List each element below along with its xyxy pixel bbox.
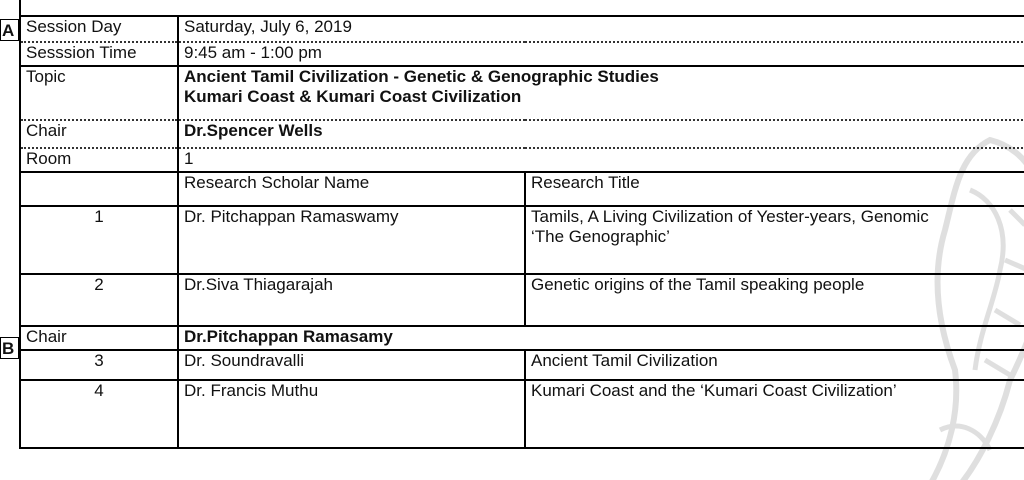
session-day-label: Session Day: [19, 15, 179, 43]
scholar-name: Dr. Soundravalli: [177, 350, 526, 381]
session-time-row: Sesssion Time 9:45 am - 1:00 pm: [19, 42, 1024, 67]
table-row: 2 Dr.Siva Thiagarajah Genetic origins of…: [19, 274, 1024, 327]
room-row: Room 1: [19, 148, 1024, 173]
session-b-chair-label: Chair: [19, 326, 179, 351]
topic-line-1: Ancient Tamil Civilization - Genetic & G…: [184, 67, 659, 86]
chair-label: Chair: [19, 120, 179, 149]
research-title: Ancient Tamil Civilization: [524, 350, 1024, 381]
chair-value: Dr.Spencer Wells: [177, 120, 1024, 149]
presentation-number: 3: [19, 350, 179, 381]
topic-line-2: Kumari Coast & Kumari Coast Civilization: [184, 87, 522, 106]
header-scholar: Research Scholar Name: [177, 172, 526, 207]
session-time-label: Sesssion Time: [19, 42, 179, 67]
session-day-value: Saturday, July 6, 2019: [177, 15, 1024, 43]
table-row: 3 Dr. Soundravalli Ancient Tamil Civiliz…: [19, 350, 1024, 381]
session-b-marker: B: [0, 337, 19, 359]
topic-label: Topic: [19, 66, 179, 121]
column-header-row: Research Scholar Name Research Title: [19, 172, 1024, 207]
session-b-chair-row: Chair Dr.Pitchappan Ramasamy: [19, 326, 1024, 351]
header-title: Research Title: [524, 172, 1024, 207]
research-title-line-1: Tamils, A Living Civilization of Yester-…: [531, 207, 929, 226]
research-title: Kumari Coast and the ‘Kumari Coast Civil…: [524, 380, 1024, 449]
table-row: 1 Dr. Pitchappan Ramaswamy Tamils, A Liv…: [19, 206, 1024, 275]
header-number-cell: [19, 172, 179, 207]
room-label: Room: [19, 148, 179, 173]
session-a-marker: A: [0, 19, 19, 41]
session-day-row: Session Day Saturday, July 6, 2019: [19, 15, 1024, 43]
scholar-name: Dr. Pitchappan Ramaswamy: [177, 206, 526, 275]
session-time-value: 9:45 am - 1:00 pm: [177, 42, 1024, 67]
room-value: 1: [177, 148, 1024, 173]
presentation-number: 2: [19, 274, 179, 327]
scholar-name: Dr. Francis Muthu: [177, 380, 526, 449]
topic-value: Ancient Tamil Civilization - Genetic & G…: [177, 66, 1024, 121]
scholar-name: Dr.Siva Thiagarajah: [177, 274, 526, 327]
topic-row: Topic Ancient Tamil Civilization - Genet…: [19, 66, 1024, 121]
session-b-chair-value: Dr.Pitchappan Ramasamy: [177, 326, 1024, 351]
session-schedule-table: Session Day Saturday, July 6, 2019 Sesss…: [19, 15, 1024, 449]
presentation-number: 4: [19, 380, 179, 449]
research-title: Genetic origins of the Tamil speaking pe…: [524, 274, 1024, 327]
research-title: Tamils, A Living Civilization of Yester-…: [524, 206, 1024, 275]
chair-row: Chair Dr.Spencer Wells: [19, 120, 1024, 149]
top-left-rule: [19, 0, 21, 15]
table-row: 4 Dr. Francis Muthu Kumari Coast and the…: [19, 380, 1024, 449]
research-title-line-2: ‘The Genographic’: [531, 227, 670, 246]
presentation-number: 1: [19, 206, 179, 275]
